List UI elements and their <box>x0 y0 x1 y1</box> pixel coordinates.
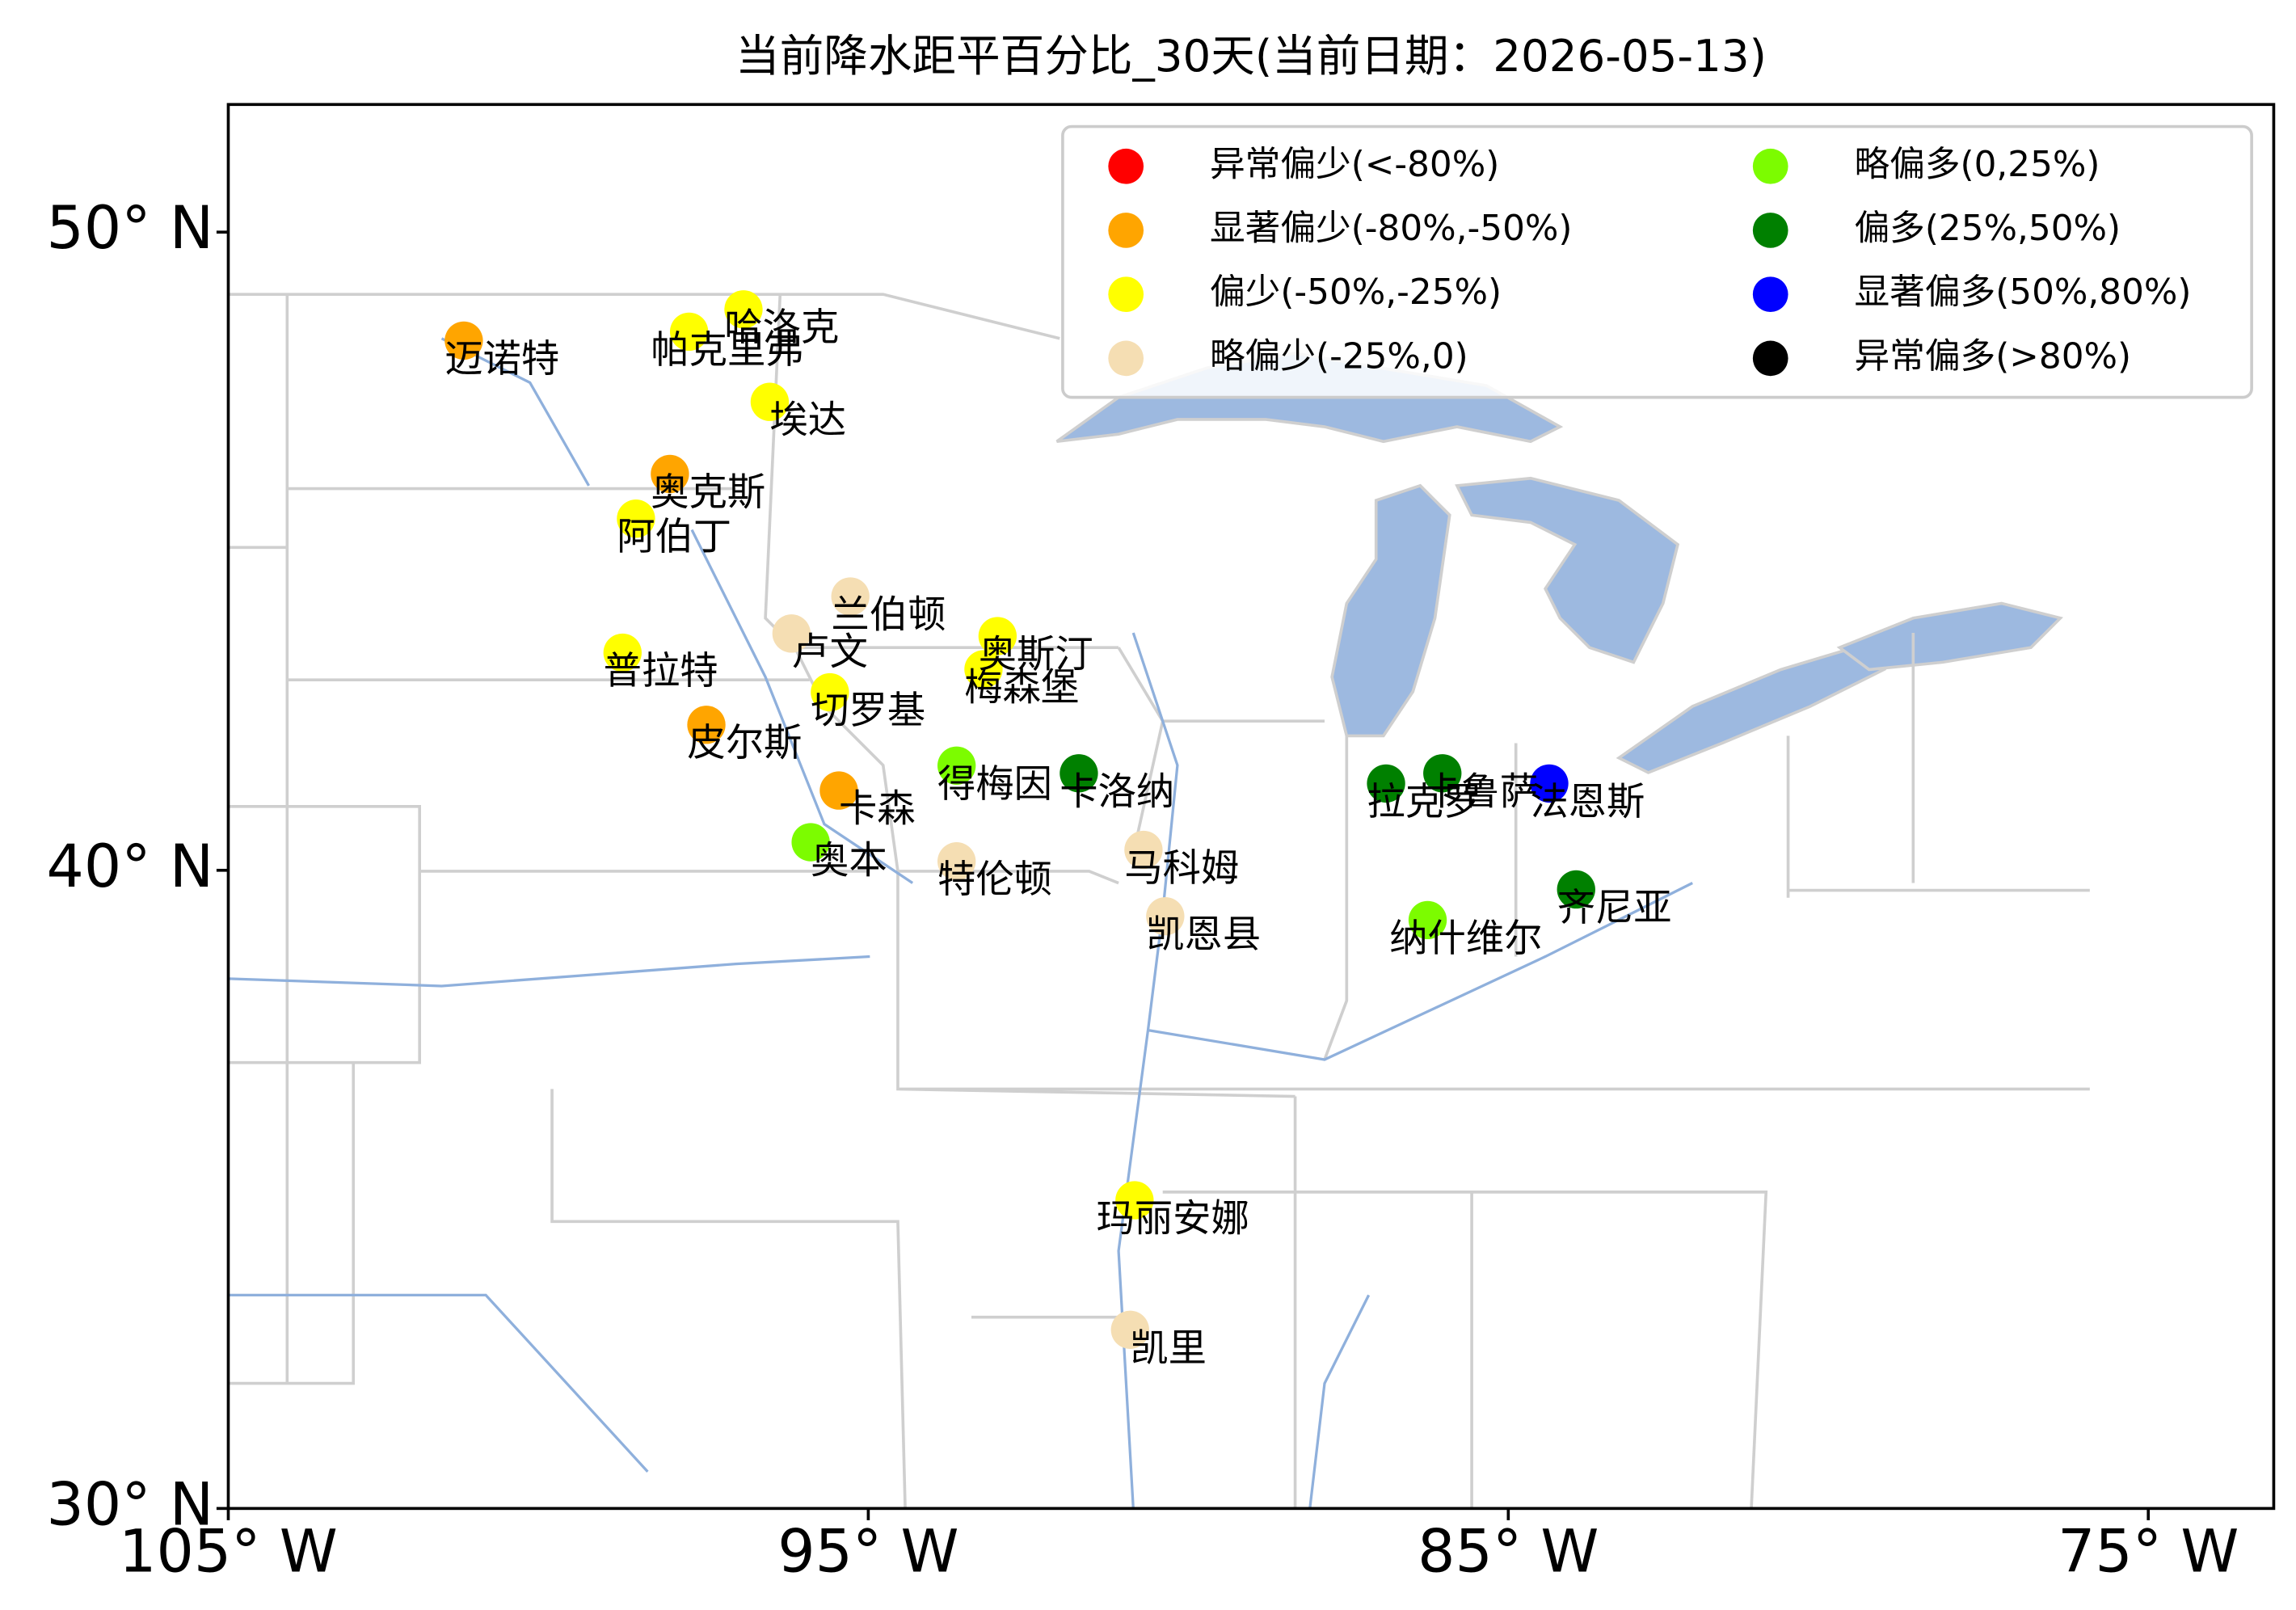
station-label: 凯里 <box>1130 1326 1207 1371</box>
plot-frame <box>226 103 2276 1511</box>
station-point <box>1530 764 1569 803</box>
station-label: 普拉特 <box>604 649 718 693</box>
station-label: 齐尼亚 <box>1557 886 1672 930</box>
legend-marker <box>1108 340 1144 377</box>
station-point <box>1557 870 1595 909</box>
legend-marker <box>1108 276 1144 313</box>
station-label: 切罗基 <box>811 689 925 733</box>
station-point <box>669 312 709 352</box>
station-point <box>1124 830 1163 870</box>
station-point <box>937 842 976 881</box>
station-label: 得梅因 <box>937 762 1052 807</box>
legend-label: 显著偏多(50%,80%) <box>1855 272 2192 313</box>
points <box>444 290 1595 1349</box>
station-point <box>772 614 811 653</box>
legend-marker <box>1752 148 1788 184</box>
station-label: 特伦顿 <box>937 858 1052 902</box>
station-point <box>444 321 483 360</box>
y-tick-label: 50° N <box>47 194 214 263</box>
station-label: 阿伯丁 <box>617 515 731 559</box>
station-label: 梅森堡 <box>964 666 1079 710</box>
station-point <box>1367 764 1405 803</box>
legend-label: 显著偏少(-80%,-50%) <box>1210 208 1572 249</box>
legend-label: 略偏多(0,25%) <box>1855 144 2100 185</box>
station-point <box>687 706 726 744</box>
x-tick-label: 95° W <box>777 1518 958 1587</box>
x-tick-label: 85° W <box>1418 1518 1599 1587</box>
station-label: 奥本 <box>811 839 887 883</box>
station-point <box>791 823 830 862</box>
station-label: 奥斯汀 <box>979 632 1093 676</box>
x-tick-label: 75° W <box>2058 1518 2239 1587</box>
station-label: 马科姆 <box>1124 846 1239 891</box>
station-label: 卡森 <box>839 787 916 832</box>
station-point <box>1146 896 1185 936</box>
station-label: 卡洛纳 <box>1060 769 1174 814</box>
y-tick-label: 30° N <box>47 1470 214 1539</box>
station-point <box>937 746 976 785</box>
station-point <box>617 499 655 538</box>
legend-label: 异常偏多(>80%) <box>1855 335 2132 377</box>
station-label: 兰伯顿 <box>832 593 946 638</box>
y-tick-label: 40° N <box>47 832 214 901</box>
x-tick-label: 105° W <box>119 1518 338 1587</box>
legend-label: 偏少(-50%,-25%) <box>1210 272 1502 313</box>
station-label: 皮尔斯 <box>687 721 802 765</box>
station-point <box>811 672 849 712</box>
station-label: 帕克里弗 <box>651 328 803 373</box>
station-label: 奥克斯 <box>651 470 765 515</box>
station-point <box>831 577 870 616</box>
legend-label: 略偏少(-25%,0) <box>1210 335 1468 377</box>
station-point <box>1423 754 1462 793</box>
station-label: 凯恩县 <box>1146 912 1261 957</box>
station-label: 法恩斯 <box>1530 780 1645 824</box>
legend-marker <box>1108 148 1144 184</box>
station-point <box>1060 754 1098 793</box>
station-point <box>724 290 763 329</box>
legend <box>1061 124 2253 399</box>
station-point <box>1408 900 1447 940</box>
station-label: 卡鲁萨 <box>1423 769 1538 814</box>
station-point <box>1115 1181 1154 1220</box>
legend-marker <box>1752 276 1788 313</box>
legend-marker <box>1752 340 1788 377</box>
station-label: 纳什维尔 <box>1389 917 1542 961</box>
station-point <box>651 454 689 494</box>
basemap <box>228 293 2090 1509</box>
legend-label: 偏多(25%,50%) <box>1855 208 2121 249</box>
station-point <box>603 633 642 672</box>
legend-marker <box>1108 213 1144 248</box>
legend-label: 异常偏少(<-80%) <box>1210 144 1499 185</box>
station-label: 埃达 <box>769 398 846 443</box>
station-point <box>819 771 858 810</box>
station-point <box>750 382 790 421</box>
station-point <box>964 650 1003 689</box>
station-label: 拉克罗 <box>1367 780 1481 824</box>
station-label: 玛丽安娜 <box>1097 1196 1249 1241</box>
station-label: 卢文 <box>791 630 868 674</box>
station-point <box>978 617 1017 655</box>
legend-marker <box>1752 213 1788 248</box>
chart-title: 当前降水距平百分比_30天(当前日期：2026-05-13) <box>735 30 1767 82</box>
station-point <box>1110 1310 1149 1349</box>
station-label: 迈诺特 <box>444 337 559 381</box>
station-label: 哈洛克 <box>724 306 839 350</box>
